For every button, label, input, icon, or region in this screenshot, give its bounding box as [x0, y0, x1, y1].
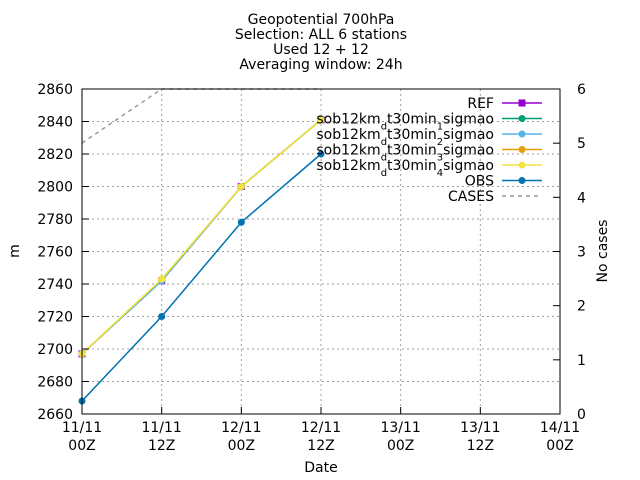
data-point — [317, 116, 325, 124]
legend-marker — [518, 130, 526, 138]
x-tick-label-date: 13/11 — [460, 420, 500, 436]
legend-label: REF — [467, 96, 494, 112]
x-axis-ticks: 11/11 00Z 11/11 12Z 12/11 00Z 12/11 12Z 13/11 00Z… — [62, 407, 580, 454]
series-REF — [78, 116, 325, 358]
x-tick-label-hour: 12Z — [307, 438, 334, 454]
x-tick-label-date: 12/11 — [301, 420, 341, 436]
y-tick-label: 2820 — [37, 147, 73, 163]
data-point — [158, 275, 166, 283]
legend-label: sob12kmdt30min1sigmao — [316, 112, 494, 133]
legend-label: sob12kmdt30min2sigmao — [316, 127, 494, 148]
y-tick-label: 2840 — [37, 115, 73, 131]
data-point — [237, 183, 245, 190]
series-sob12km_dt30min_1sigmao — [78, 116, 325, 358]
x-axis-label: Date — [304, 460, 337, 476]
legend-label: CASES — [448, 189, 494, 205]
x-tick-label-date: 11/11 — [141, 420, 181, 436]
legend-label: sob12kmdt30min3sigmao — [316, 143, 494, 164]
y-tick-label: 2800 — [37, 180, 73, 196]
series-line — [81, 88, 321, 144]
y2-tick-label: 3 — [577, 245, 586, 261]
series-OBS — [78, 150, 325, 405]
series-line — [81, 119, 322, 355]
x-tick-label-hour: 00Z — [228, 438, 255, 454]
legend-label: OBS — [465, 174, 494, 190]
x-tick-label-date: 14/11 — [540, 420, 580, 436]
legend-marker — [518, 146, 526, 153]
legend-marker — [518, 115, 526, 122]
x-tick-label-hour: 00Z — [546, 438, 573, 454]
y2-tick-label: 0 — [577, 407, 586, 423]
x-tick-label-date: 12/11 — [221, 420, 261, 436]
y-tick-label: 2780 — [37, 212, 73, 228]
x-tick-label-date: 13/11 — [380, 420, 420, 436]
x-tick-label-hour: 12Z — [467, 438, 494, 454]
y-tick-label: 2720 — [37, 310, 73, 326]
series-sob12km_dt30min_2sigmao — [78, 116, 325, 358]
y-tick-label: 2740 — [37, 277, 73, 293]
legend-marker — [518, 161, 526, 169]
title-line: Averaging window: 24h — [239, 57, 402, 73]
series-sob12km_dt30min_4sigmao — [78, 116, 325, 358]
legend-marker — [518, 99, 526, 107]
series-line — [81, 153, 322, 402]
series-line — [81, 119, 322, 355]
title-line: Geopotential 700hPa — [248, 12, 395, 28]
y-axis-ticks: 2660 2680 2700 2720 2740 2760 2780 2800 2820 2840… — [37, 82, 89, 423]
legend: REFsob12kmdt30min1sigmaosob12kmdt30min2s… — [316, 96, 542, 205]
x-tick-label-date: 11/11 — [62, 420, 102, 436]
y-tick-label: 2660 — [37, 407, 73, 423]
series-CASES — [81, 88, 321, 144]
y2-tick-label: 1 — [577, 353, 586, 369]
x-tick-label-hour: 00Z — [68, 438, 95, 454]
legend-marker — [518, 177, 526, 184]
data-point — [158, 313, 166, 320]
y-tick-label: 2700 — [37, 342, 73, 358]
y2-tick-label: 2 — [577, 299, 586, 315]
legend-label: sob12kmdt30min4sigmao — [316, 158, 494, 179]
grid — [82, 89, 560, 414]
y2-tick-label: 6 — [577, 82, 586, 98]
data-point — [317, 150, 325, 158]
x-tick-label-hour: 00Z — [387, 438, 414, 454]
y-tick-label: 2860 — [37, 82, 73, 98]
series-line — [81, 119, 322, 355]
series-line — [81, 119, 322, 355]
series — [78, 88, 325, 405]
data-point — [237, 218, 245, 226]
y2-axis-ticks: 0 1 2 3 4 5 6 — [553, 82, 586, 423]
y-axis-label: m — [7, 244, 23, 258]
y-tick-label: 2760 — [37, 245, 73, 261]
y2-tick-label: 4 — [577, 190, 586, 206]
y2-tick-label: 5 — [577, 136, 586, 152]
y2-axis-label: No cases — [595, 220, 611, 283]
series-line — [81, 119, 322, 355]
title-line: Used 12 + 12 — [273, 42, 369, 58]
y-tick-label: 2680 — [37, 375, 73, 391]
series-sob12km_dt30min_3sigmao — [78, 116, 325, 358]
x-tick-label-hour: 12Z — [148, 438, 175, 454]
title-line: Selection: ALL 6 stations — [235, 27, 407, 43]
